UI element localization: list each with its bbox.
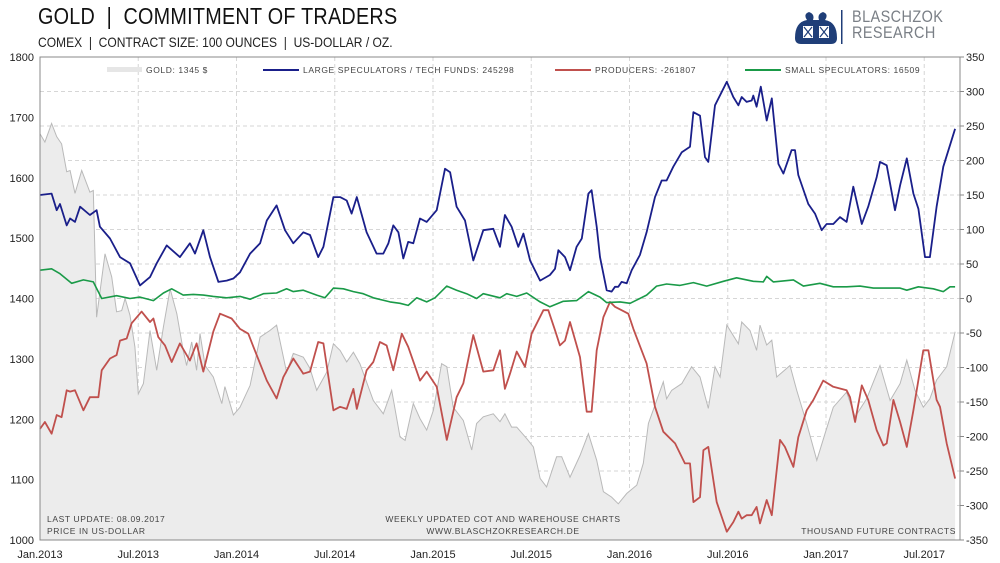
- right-tick-label: -150: [966, 397, 988, 409]
- left-tick-label: 1700: [10, 112, 34, 124]
- last-update-note: LAST UPDATE: 08.09.2017: [47, 514, 165, 524]
- x-tick-label: Jul.2016: [707, 549, 749, 561]
- x-tick-label: Jan.2013: [17, 549, 62, 561]
- right-tick-label: -250: [966, 466, 988, 478]
- left-tick-label: 1000: [10, 535, 34, 547]
- page-title: GOLD | COMMITMENT OF TRADERS: [38, 3, 398, 29]
- axes: -350 -300 -250 -200 -150 -100 -50 0 50 100 150 200 2…: [10, 52, 989, 561]
- legend-label-producers: PRODUCERS: -261807: [595, 65, 696, 75]
- x-tick-label: Jan.2015: [410, 549, 455, 561]
- x-tick-label: Jan.2016: [607, 549, 652, 561]
- right-tick-label: -200: [966, 432, 988, 444]
- left-tick-label: 1100: [10, 475, 34, 487]
- right-tick-label: -350: [966, 535, 988, 547]
- right-tick-label: -300: [966, 501, 988, 513]
- left-tick-label: 1500: [10, 233, 34, 245]
- contracts-unit-note: THOUSAND FUTURE CONTRACTS: [801, 526, 956, 536]
- logo-text-line2: RESEARCH: [852, 23, 936, 42]
- right-tick-label: 150: [966, 190, 984, 202]
- legend-label-gold: GOLD: 1345 $: [146, 65, 208, 75]
- left-tick-label: 1800: [10, 52, 34, 64]
- legend-label-small: SMALL SPECULATORS: 16509: [785, 65, 920, 75]
- right-tick-label: 0: [966, 294, 972, 306]
- left-tick-label: 1300: [10, 354, 34, 366]
- weekly-note: WEEKLY UPDATED COT AND WAREHOUSE CHARTS: [385, 514, 620, 524]
- right-tick-label: -100: [966, 363, 988, 375]
- gold-price-line: [39, 121, 956, 505]
- website-note: WWW.BLASCHZOKRESEARCH.DE: [426, 526, 579, 536]
- large-series-line: [39, 80, 956, 293]
- gold-price-area: [40, 123, 956, 541]
- right-tick-label: 50: [966, 259, 978, 271]
- small-series-line: [39, 267, 956, 308]
- blaschzok-logo-icon: [795, 10, 843, 44]
- right-tick-label: 350: [966, 52, 984, 64]
- right-tick-label: -50: [966, 328, 982, 340]
- x-tick-label: Jul.2014: [314, 549, 356, 561]
- legend-label-large: LARGE SPECULATORS / TECH FUNDS: 245298: [303, 65, 514, 75]
- series-layer: [39, 80, 956, 541]
- logo-text-line1: BLASCHZOK: [852, 7, 944, 26]
- left-tick-label: 1400: [10, 294, 34, 306]
- right-tick-label: 100: [966, 225, 984, 237]
- right-tick-label: 300: [966, 87, 984, 99]
- legend: GOLD: 1345 $ LARGE SPECULATORS / TECH FU…: [107, 65, 920, 75]
- left-tick-label: 1200: [10, 414, 34, 426]
- x-tick-label: Jul.2015: [510, 549, 552, 561]
- x-tick-label: Jan.2014: [214, 549, 259, 561]
- page-subtitle: COMEX | CONTRACT SIZE: 100 OUNCES | US-D…: [38, 34, 393, 50]
- x-tick-label: Jul.2013: [117, 549, 159, 561]
- producers-series-line: [39, 300, 956, 533]
- x-tick-label: Jul.2017: [903, 549, 945, 561]
- x-tick-label: Jan.2017: [803, 549, 848, 561]
- price-unit-note: PRICE IN US-DOLLAR: [47, 526, 146, 536]
- legend-swatch-gold: [107, 67, 142, 72]
- right-tick-label: 250: [966, 121, 984, 133]
- left-tick-label: 1600: [10, 173, 34, 185]
- right-tick-label: 200: [966, 156, 984, 168]
